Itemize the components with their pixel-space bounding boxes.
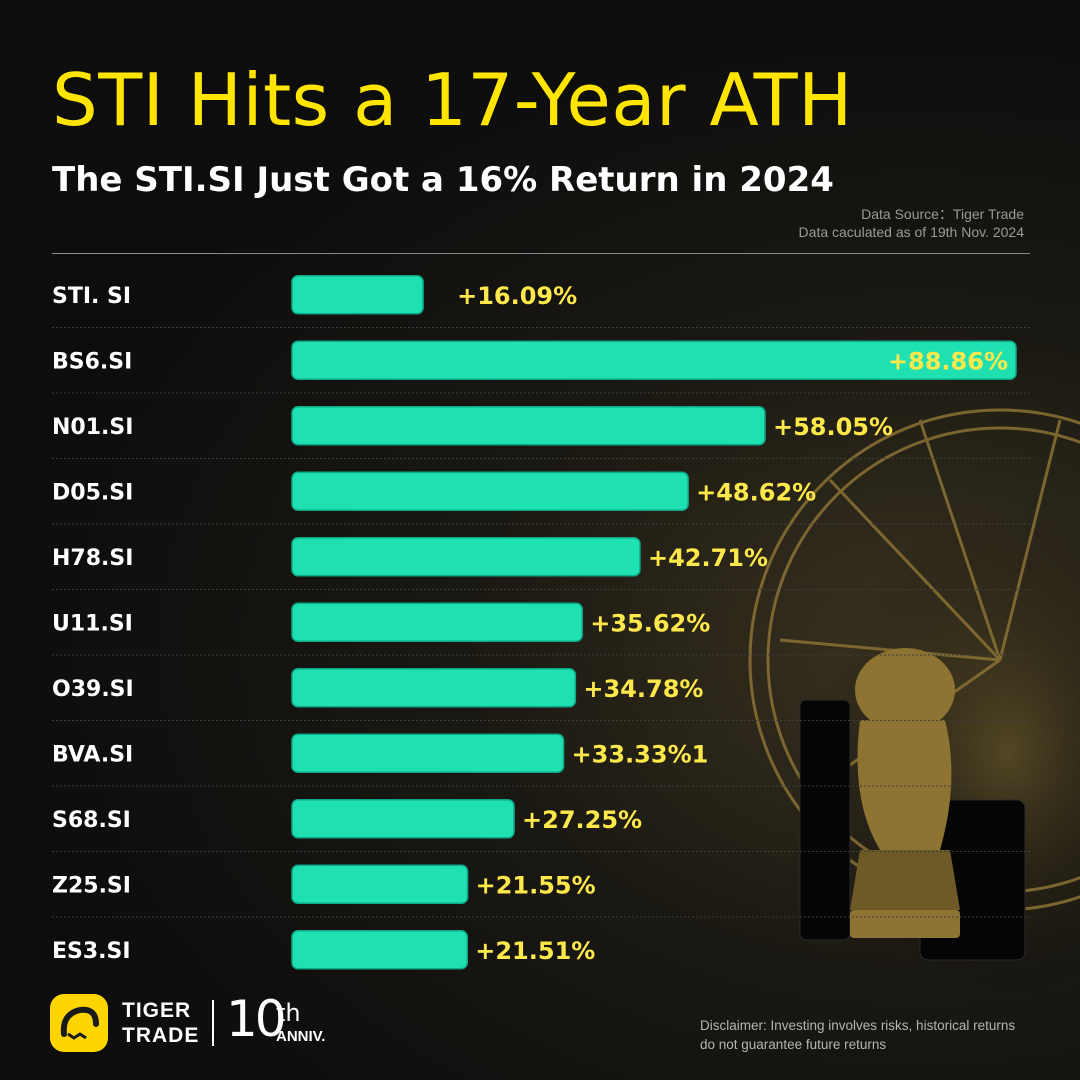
brand-name: TIGER TRADE [122, 998, 199, 1048]
value-label: +35.62% [590, 609, 710, 637]
value-label: +27.25% [522, 806, 642, 834]
page-title: STI Hits a 17-Year ATH [52, 58, 853, 142]
category-label: BS6.SI [52, 349, 132, 374]
value-label: +16.09% [457, 282, 577, 310]
bar [291, 733, 565, 773]
category-label: BVA.SI [52, 742, 133, 767]
value-label: +34.78% [583, 675, 703, 703]
value-label: +42.71% [648, 544, 768, 572]
category-label: STI. SI [52, 284, 131, 309]
bar [291, 668, 577, 708]
category-label: D05.SI [52, 480, 133, 505]
anniversary-label: ANNIV. [276, 1028, 326, 1045]
data-source-text: Data Source：Tiger Trade [861, 206, 1024, 222]
bar [291, 340, 1017, 380]
brand-line-2: TRADE [122, 1024, 200, 1047]
bar [291, 537, 641, 577]
header-divider [52, 253, 1030, 254]
value-label: +21.55% [476, 871, 596, 899]
anniversary-suffix: th [276, 999, 301, 1027]
category-label: H78.SI [52, 546, 133, 571]
anniversary-number: 10 [226, 990, 287, 1048]
category-label: ES3.SI [52, 939, 131, 964]
brand-line-1: TIGER [122, 999, 192, 1022]
value-label: +48.62% [696, 478, 816, 506]
category-label: N01.SI [52, 415, 133, 440]
data-date-text: Data caculated as of 19th Nov. 2024 [798, 224, 1024, 240]
value-label: +58.05% [773, 413, 893, 441]
value-label: +33.33%1 [572, 740, 709, 768]
bar [291, 864, 469, 904]
tiger-logo-icon [50, 994, 108, 1052]
bar [291, 406, 766, 446]
category-label: S68.SI [52, 808, 131, 833]
bar [291, 471, 689, 511]
bar [291, 930, 469, 970]
value-label: +88.86% [888, 347, 1008, 375]
bar [291, 275, 424, 315]
category-label: Z25.SI [52, 873, 131, 898]
bar [291, 799, 515, 839]
brand-divider [212, 1000, 214, 1046]
value-label: +21.51% [475, 937, 595, 965]
category-label: U11.SI [52, 611, 133, 636]
disclaimer-text: Disclaimer: Investing involves risks, hi… [700, 1018, 1016, 1052]
page-subtitle: The STI.SI Just Got a 16% Return in 2024 [52, 160, 834, 200]
category-label: O39.SI [52, 677, 134, 702]
bar [291, 602, 583, 642]
